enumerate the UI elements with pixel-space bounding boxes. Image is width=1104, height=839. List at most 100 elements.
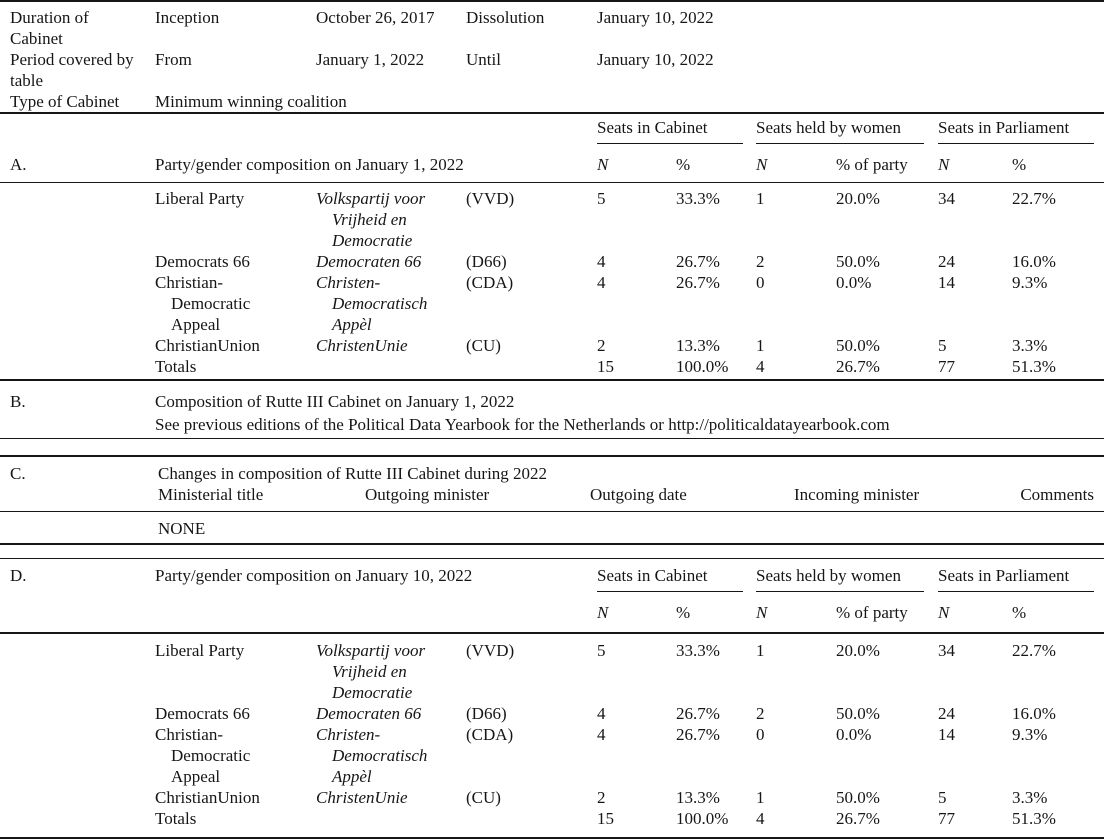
party-abbreviation: (CU) <box>466 336 501 355</box>
group-seats-held-by-women: Seats held by women <box>756 565 924 592</box>
parliament-n: 34 <box>938 640 955 660</box>
metadata-key: Inception <box>155 8 220 27</box>
col-pct-of-party: % of party <box>836 603 908 622</box>
section-c-body: NONE <box>0 512 1104 543</box>
metadata-row-type: Type of Cabinet Minimum winning coalitio… <box>10 91 1094 112</box>
seats-cabinet-pct: 26.7% <box>676 724 720 744</box>
section-letter: A. <box>10 154 27 174</box>
women-pct-of-party: 0.0% <box>836 724 872 744</box>
subheader-row: A. Party/gender composition on January 1… <box>10 154 1094 175</box>
party-name-dutch: Democraten 66 <box>316 252 422 271</box>
metadata-row-duration: Duration of Cabinet Inception October 26… <box>10 7 1094 49</box>
group-seats-in-cabinet: Seats in Cabinet <box>597 117 743 144</box>
seats-cabinet-pct: 26.7% <box>676 703 720 723</box>
metadata-value: January 1, 2022 <box>316 50 425 69</box>
party-name: Christian- Democratic Appeal <box>155 273 251 334</box>
section-caption: Party/gender composition on January 10, … <box>155 566 473 585</box>
changes-value: NONE <box>158 519 206 538</box>
party-row: Democrats 66 Democraten 66 (D66) 4 26.7%… <box>10 703 1094 724</box>
seats-cabinet-n: 2 <box>597 787 606 807</box>
col-n: N <box>938 603 950 622</box>
metadata-key: Until <box>466 50 501 69</box>
party-name: Democrats 66 <box>155 252 250 271</box>
party-name-dutch: Christen- Democratisch Appèl <box>316 724 428 786</box>
col-pct: % <box>676 154 691 174</box>
col-pct: % <box>676 603 691 622</box>
party-abbreviation: (CDA) <box>466 273 514 292</box>
parliament-n: 14 <box>938 273 955 292</box>
section-b-note: See previous editions of the Political D… <box>155 414 890 434</box>
women-pct-of-party: 50.0% <box>836 252 880 271</box>
divider <box>0 112 1104 114</box>
metadata-value: January 10, 2022 <box>597 8 714 27</box>
seats-cabinet-pct: 33.3% <box>676 640 720 660</box>
column-group-row: D. Party/gender composition on January 1… <box>10 565 1094 592</box>
party-name: ChristianUnion <box>155 336 260 355</box>
party-name: Liberal Party <box>155 640 245 660</box>
section-b-caption: Composition of Rutte III Cabinet on Janu… <box>155 391 515 411</box>
changes-header-row: Ministerial title Outgoing minister Outg… <box>10 484 1094 505</box>
divider <box>0 543 1104 545</box>
seats-cabinet-n: 4 <box>597 252 606 271</box>
women-pct-of-party: 0.0% <box>836 273 872 292</box>
section-d-header: D. Party/gender composition on January 1… <box>0 559 1104 632</box>
seats-cabinet-pct: 13.3% <box>676 336 720 355</box>
metadata-key: From <box>155 50 192 69</box>
col-outgoing-date: Outgoing date <box>590 484 687 504</box>
col-incoming-minister: Incoming minister <box>794 484 920 504</box>
women-pct-of-party: 50.0% <box>836 703 880 723</box>
col-outgoing-minister: Outgoing minister <box>365 484 490 504</box>
seats-cabinet-pct: 33.3% <box>676 189 720 208</box>
col-n: N <box>597 603 609 622</box>
parliament-pct: 16.0% <box>1012 252 1056 271</box>
totals-label: Totals <box>155 357 197 376</box>
seats-cabinet-pct: 13.3% <box>676 787 720 807</box>
parliament-pct: 9.3% <box>1012 724 1048 744</box>
metadata-row-period: Period covered by table From January 1, … <box>10 49 1094 91</box>
party-name-dutch: Democraten 66 <box>316 703 422 723</box>
women-pct-of-party: 26.7% <box>836 357 880 376</box>
parliament-pct: 51.3% <box>1012 808 1056 828</box>
col-n: N <box>756 603 768 622</box>
group-seats-in-cabinet: Seats in Cabinet <box>597 565 743 592</box>
totals-label: Totals <box>155 808 197 828</box>
women-n: 2 <box>756 252 765 271</box>
seats-cabinet-n: 4 <box>597 724 606 744</box>
section-d-body: Liberal Party Volkspartij voor Vrijheid … <box>0 634 1104 829</box>
seats-cabinet-n: 15 <box>597 357 614 376</box>
section-caption: Changes in composition of Rutte III Cabi… <box>158 463 548 483</box>
parliament-pct: 9.3% <box>1012 273 1048 292</box>
women-n: 1 <box>756 189 765 208</box>
women-pct-of-party: 20.0% <box>836 189 880 208</box>
divider <box>0 557 1104 559</box>
col-comments: Comments <box>1020 484 1094 504</box>
parliament-n: 77 <box>938 357 955 376</box>
women-n: 4 <box>756 357 765 376</box>
party-row: ChristianUnion ChristenUnie (CU) 2 13.3%… <box>10 335 1094 356</box>
seats-cabinet-pct: 26.7% <box>676 252 720 271</box>
metadata-block: Duration of Cabinet Inception October 26… <box>0 2 1104 112</box>
party-abbreviation: (CU) <box>466 787 501 807</box>
section-gap <box>0 545 1104 558</box>
party-abbreviation: (D66) <box>466 252 507 271</box>
women-pct-of-party: 20.0% <box>836 640 880 660</box>
col-pct: % <box>1012 154 1027 174</box>
section-a-body: Liberal Party Volkspartij voor Vrijheid … <box>0 183 1104 379</box>
section-a-header: Seats in Cabinet Seats held by women Sea… <box>0 114 1104 182</box>
metadata-value: October 26, 2017 <box>316 8 435 27</box>
group-seats-held-by-women: Seats held by women <box>756 117 924 144</box>
seats-cabinet-pct: 26.7% <box>676 273 720 292</box>
col-n: N <box>938 154 950 174</box>
parliament-n: 5 <box>938 336 947 355</box>
party-name-dutch: Volkspartij voor Vrijheid en Democratie <box>316 189 426 250</box>
women-n: 1 <box>756 640 765 660</box>
totals-row: Totals 15 100.0% 4 26.7% 77 51.3% <box>10 808 1094 829</box>
metadata-value: January 10, 2022 <box>597 50 714 69</box>
section-letter: D. <box>10 566 27 585</box>
metadata-value: Minimum winning coalition <box>155 92 347 111</box>
women-pct-of-party: 50.0% <box>836 336 880 355</box>
party-row: Democrats 66 Democraten 66 (D66) 4 26.7%… <box>10 251 1094 272</box>
women-n: 1 <box>756 336 765 355</box>
women-n: 2 <box>756 703 765 723</box>
